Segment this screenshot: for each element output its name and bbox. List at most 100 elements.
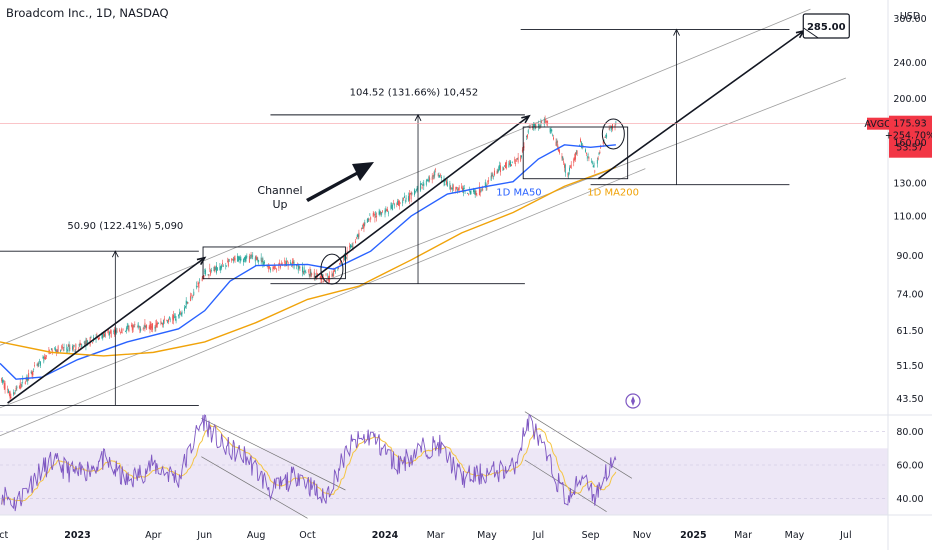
candle	[156, 319, 158, 328]
candle	[31, 369, 33, 378]
candle	[473, 189, 475, 195]
price-tick-label: 43.50	[896, 394, 923, 405]
target-pointer	[803, 27, 819, 39]
candle	[50, 353, 52, 354]
time-tick-label: 2025	[680, 530, 706, 541]
candle	[604, 136, 606, 138]
candle	[597, 156, 599, 161]
ma200-line	[0, 166, 617, 357]
candle	[414, 188, 415, 197]
candle	[209, 263, 211, 273]
candle	[327, 273, 329, 278]
candle	[20, 383, 22, 389]
candle	[195, 281, 197, 290]
time-tick-label: Nov	[633, 530, 652, 541]
price-tick-label: 90.00	[896, 251, 923, 262]
candle	[184, 304, 185, 314]
candle	[189, 292, 191, 302]
candle	[61, 343, 63, 350]
channel-lower-line	[0, 168, 646, 437]
time-tick-label: Aug	[247, 530, 266, 541]
candle	[451, 183, 453, 194]
candle	[432, 175, 434, 180]
candle	[508, 160, 510, 168]
candle	[310, 269, 312, 277]
candle	[364, 219, 366, 227]
candle	[587, 152, 589, 159]
candle	[480, 189, 482, 193]
candle	[119, 328, 121, 333]
candle	[516, 158, 518, 160]
candle	[332, 272, 334, 277]
candle	[590, 158, 592, 163]
candle	[358, 229, 360, 239]
candle	[467, 193, 469, 196]
candle	[490, 172, 492, 182]
candle	[299, 266, 301, 271]
candle	[2, 376, 3, 385]
candle	[122, 328, 124, 331]
candle	[22, 375, 24, 384]
candle	[7, 385, 9, 394]
candle	[121, 330, 123, 334]
candle	[98, 336, 100, 340]
candle	[488, 177, 490, 185]
price-tag	[889, 115, 932, 158]
candle	[274, 262, 276, 271]
candle	[547, 120, 549, 127]
candle	[573, 157, 575, 167]
candle	[168, 318, 169, 325]
candle	[154, 325, 156, 332]
candle	[545, 118, 547, 124]
candle	[591, 160, 593, 165]
candle	[609, 127, 611, 132]
candle	[491, 171, 493, 179]
candle	[137, 321, 139, 330]
candle	[155, 320, 157, 332]
candle	[215, 266, 217, 271]
candle	[244, 255, 246, 263]
candle	[325, 272, 327, 277]
candle	[422, 181, 424, 186]
candle	[351, 243, 353, 249]
candle	[275, 265, 276, 270]
candle	[356, 233, 358, 237]
candle	[556, 138, 558, 147]
candle	[151, 323, 153, 332]
candle	[178, 314, 180, 319]
rsi-channel-2-top	[524, 411, 633, 479]
candle	[196, 285, 198, 288]
consolidation-box-1	[202, 246, 346, 280]
candle	[304, 270, 306, 273]
candle	[562, 156, 564, 161]
candle	[386, 208, 388, 212]
candle	[61, 344, 62, 351]
candle	[588, 156, 590, 162]
candle	[160, 318, 162, 326]
candle	[9, 390, 11, 401]
candle	[136, 325, 138, 328]
candle	[521, 147, 523, 153]
time-tick-label: 2023	[64, 530, 90, 541]
candle	[334, 269, 335, 272]
channel-mid-line	[0, 77, 847, 409]
candle	[228, 258, 230, 263]
time-tick-label: May	[477, 530, 497, 541]
candle	[420, 182, 422, 186]
candle	[39, 361, 41, 368]
price-tag-countdown: 53:57	[896, 143, 923, 154]
candle	[475, 190, 477, 196]
candle	[138, 325, 140, 328]
candle	[144, 319, 146, 332]
candle	[72, 344, 73, 352]
candle	[392, 203, 394, 211]
candle	[131, 323, 133, 333]
candle	[232, 256, 234, 264]
candle	[537, 120, 539, 131]
candle	[451, 187, 453, 190]
candle	[10, 393, 12, 399]
candle	[54, 346, 56, 351]
candle	[576, 150, 578, 156]
candle	[337, 267, 339, 271]
